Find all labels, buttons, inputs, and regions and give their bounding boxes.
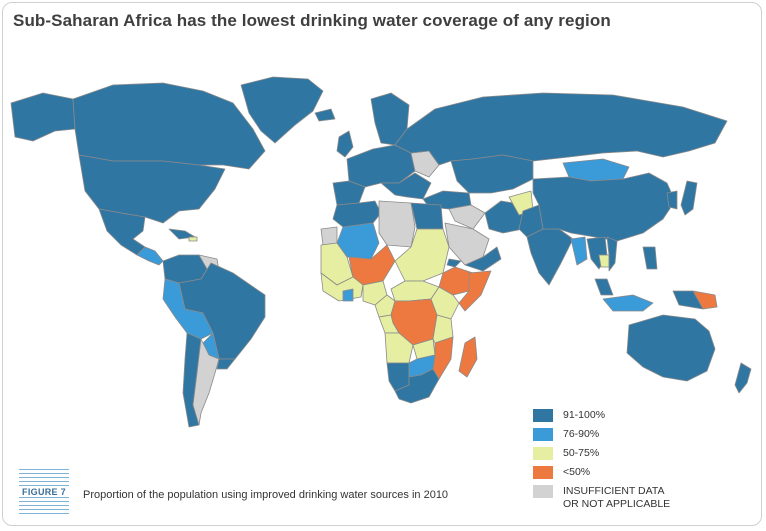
region-peru-bolivia (162, 278, 214, 340)
legend-label: <50% (563, 466, 591, 478)
region-canada (72, 82, 266, 170)
legend-label: 76-90% (563, 428, 600, 440)
legend-item-lt50: <50% (533, 466, 673, 485)
region-new-zealand (734, 362, 752, 394)
region-south-africa (394, 368, 440, 404)
region-caucasus-central-asia (450, 154, 534, 194)
legend-label: 91-100% (563, 409, 606, 421)
region-vietnam (606, 236, 618, 272)
region-mexico (98, 208, 146, 256)
world-map (10, 76, 752, 428)
figure-label: FIGURE 7 (19, 487, 69, 497)
legend-label: INSUFFICIENT DATA OR NOT APPLICABLE (563, 485, 671, 510)
region-russia (394, 92, 728, 166)
region-mozambique (432, 336, 454, 380)
legend: 91-100% 76-90% 50-75% <50% INSUFFICIENT … (533, 409, 673, 515)
region-myanmar (570, 236, 588, 266)
region-iberia (332, 180, 366, 206)
region-iceland (314, 108, 336, 122)
legend-swatch (533, 466, 553, 479)
region-egypt (410, 202, 444, 230)
legend-item-50-75: 50-75% (533, 447, 673, 466)
region-morocco-algeria (332, 200, 382, 228)
figure-caption: Proportion of the population using impro… (83, 489, 449, 501)
region-alaska (10, 92, 76, 142)
region-philippines (642, 246, 658, 270)
region-indonesia (602, 294, 654, 312)
region-malaysia (594, 278, 614, 296)
region-india (526, 228, 574, 286)
region-eritrea (446, 258, 462, 268)
region-uruguay (216, 358, 236, 370)
region-western-sahara (320, 226, 338, 246)
legend-item-76-90: 76-90% (533, 428, 673, 447)
legend-swatch (533, 428, 553, 441)
region-uk (336, 130, 354, 158)
legend-item-insufficient: INSUFFICIENT DATA OR NOT APPLICABLE (533, 485, 673, 515)
region-cambodia (598, 254, 610, 268)
region-australia (626, 314, 716, 382)
legend-swatch (533, 485, 553, 498)
region-haiti (188, 236, 198, 242)
region-gabon-congo (378, 314, 400, 334)
region-greenland (240, 76, 324, 144)
figure-badge: FIGURE 7 (19, 469, 69, 515)
region-somalia (458, 270, 492, 312)
region-china (532, 172, 676, 242)
region-madagascar (458, 336, 478, 378)
figure-frame: Sub-Saharan Africa has the lowest drinki… (2, 2, 762, 526)
legend-swatch (533, 409, 553, 422)
region-ghana (342, 288, 354, 302)
region-japan (680, 180, 698, 216)
region-korea (666, 190, 678, 210)
legend-swatch (533, 447, 553, 460)
region-angola (384, 332, 414, 364)
region-italy-balkans (380, 172, 432, 200)
region-yemen-oman (464, 246, 502, 272)
region-argentina (192, 338, 220, 426)
region-libya (378, 200, 416, 248)
region-new-guinea-west (672, 290, 704, 310)
region-iraq-syria (448, 204, 486, 230)
map-title: Sub-Saharan Africa has the lowest drinki… (13, 11, 611, 30)
legend-label: 50-75% (563, 447, 600, 459)
legend-item-91-100: 91-100% (533, 409, 673, 428)
